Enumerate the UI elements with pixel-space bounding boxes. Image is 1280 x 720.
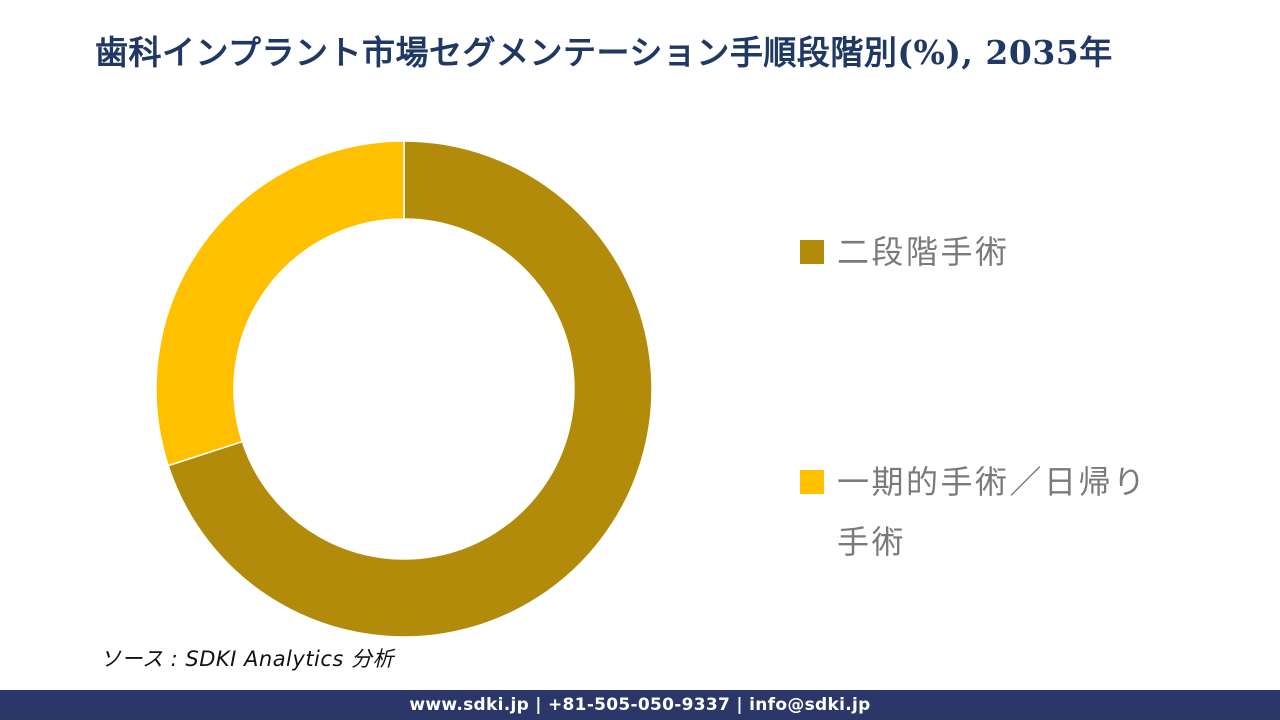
donut-chart xyxy=(149,134,659,644)
legend-label-single-stage: 一期的手術／日帰り手術 xyxy=(837,463,1148,561)
source-note: ソース : SDKI Analytics 分析 xyxy=(100,647,395,671)
legend-item-two-stage-surgery[interactable]: 二段階手術 xyxy=(800,222,1010,282)
footer-bar: www.sdki.jp | +81-505-050-9337 | info@sd… xyxy=(0,690,1280,720)
chart-title: 歯科インプラント市場セグメンテーション手順段階別(%), 2035年 xyxy=(95,33,1113,72)
donut-slice-0[interactable] xyxy=(167,140,653,638)
chart-legend: 二段階手術 一期的手術／日帰り手術 xyxy=(800,0,1220,720)
donut-chart-svg xyxy=(155,140,653,638)
legend-item-single-stage-surgery[interactable]: 一期的手術／日帰り手術 xyxy=(800,452,1167,572)
legend-label-two-stage: 二段階手術 xyxy=(837,233,1010,271)
donut-slice-1[interactable] xyxy=(155,140,405,467)
footer-contact-text: www.sdki.jp | +81-505-050-9337 | info@sd… xyxy=(409,695,871,715)
legend-swatch-two-stage xyxy=(800,240,824,264)
legend-swatch-single-stage xyxy=(800,470,824,494)
